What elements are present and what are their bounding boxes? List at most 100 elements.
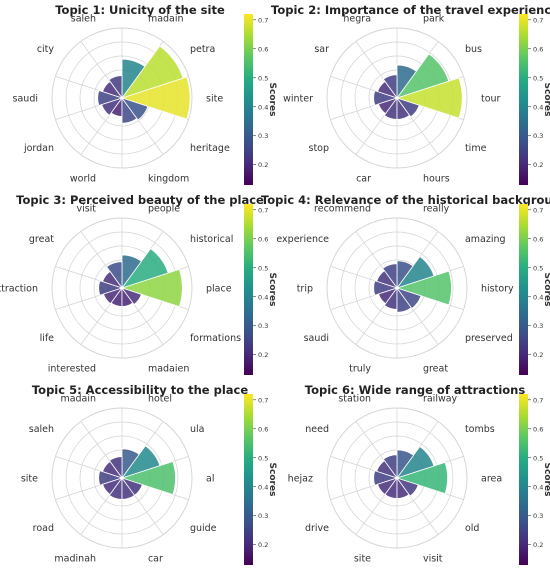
bar-saudi [97,89,124,107]
colorbar-tick-label: 0.7 [533,16,543,24]
colorbar-tick-label: 0.4 [258,483,268,491]
bar-tombs [395,445,435,479]
bar-attraction [98,280,124,296]
chart-title: Topic 5: Accessibility to the place [32,383,248,397]
colorbar-label: Scores [542,273,550,307]
category-label-attraction: attraction [0,284,38,295]
bar-site [120,76,191,120]
category-label-madain: madain [60,394,96,405]
category-label-madinah: madinah [54,553,96,564]
colorbar-tick-label: 0.3 [533,132,543,140]
bar-preserved [395,287,422,310]
chart-title: Topic 6: Wide range of attractions [305,383,526,397]
category-label-heritage: heritage [190,143,230,154]
bar-old [395,477,419,497]
bar-really [396,260,414,290]
chart-title: Topic 3: Perceived beauty of the place [16,193,264,207]
bar-recommend [382,263,398,290]
bar-guide [120,477,143,496]
colorbar-tick-label: 0.6 [533,425,543,433]
category-label-ula: ula [190,424,204,435]
category-label-hegra: hegra [343,14,371,25]
category-label-old: old [465,523,479,534]
bar-tour [395,77,463,119]
panel-topic-3: Topic 3: Perceived beauty of the place pl… [0,193,277,375]
bar-madain [121,58,146,100]
category-label-trip: trip [297,284,313,295]
category-label-recommend: recommend [314,204,371,215]
category-label-guide: guide [190,523,217,534]
colorbar-tick-label: 0.2 [258,541,268,549]
bar-trip [373,280,399,296]
category-label-hours: hours [423,173,450,184]
colorbar-label: Scores [267,463,277,497]
category-label-formations: formations [190,333,241,344]
chart-title: Topic 1: Unicity of the site [55,3,225,17]
colorbar-tick-label: 0.6 [533,235,543,243]
colorbar-tick-label: 0.6 [533,45,543,53]
bar-park [396,64,417,100]
bar-formations [120,287,142,306]
category-label-park: park [423,14,445,25]
category-label-kingdom: kingdom [148,173,189,184]
colorbar [519,204,528,375]
colorbar-tick-label: 0.6 [258,425,268,433]
category-label-car: car [148,553,163,564]
bar-hotel [121,448,140,480]
bar-railway [396,449,415,480]
category-label-visit: visit [76,204,96,215]
category-label-amazing: amazing [465,234,506,245]
colorbar-tick-label: 0.2 [533,161,543,169]
bar-area [395,461,448,495]
panel-topic-4: Topic 4: Relevance of the historical bac… [261,193,550,375]
bar-site [98,470,124,486]
category-label-interested: interested [48,363,96,374]
category-label-car: car [356,173,371,184]
category-label-people: people [148,204,180,215]
bar-amazing [395,255,435,289]
category-label-madaien: madaien [148,363,189,374]
panel-topic-6: Topic 6: Wide range of attractions area to… [288,383,550,565]
category-label-time: time [465,143,487,154]
colorbar [244,204,253,375]
category-label-area: area [481,474,502,485]
category-label-site: site [206,94,223,105]
category-label-preserved: preserved [465,333,513,344]
bar-winter [373,90,399,106]
panel-topic-1: Topic 1: Unicity of the site site petra mad… [13,3,277,185]
colorbar [244,394,253,565]
category-label-jordan: jordan [23,143,54,154]
colorbar-tick-label: 0.4 [533,483,543,491]
category-label-drive: drive [305,523,329,534]
colorbar-tick-label: 0.3 [258,512,268,520]
category-label-stop: stop [309,143,330,154]
category-label-road: road [33,523,54,534]
colorbar-tick-label: 0.4 [258,103,268,111]
category-label-tour: tour [481,94,501,105]
colorbar [244,14,253,185]
bar-historical [120,248,169,289]
category-label-railway: railway [423,394,458,405]
chart-title: Topic 2: Importance of the travel experi… [271,3,550,17]
colorbar-tick-label: 0.6 [258,235,268,243]
bar-ula [120,445,161,479]
colorbar-tick-label: 0.5 [533,74,543,82]
category-label-place: place [206,284,232,295]
bar-heritage [120,97,149,121]
bar-time [395,97,420,118]
panel-topic-5: Topic 5: Accessibility to the place al ula… [21,383,277,565]
bar-people [121,254,142,290]
category-label-tombs: tombs [465,424,495,435]
category-label-site: site [21,474,38,485]
colorbar-tick-label: 0.2 [258,161,268,169]
category-label-station: station [338,394,371,405]
bar-jordan [101,97,124,116]
category-label-historical: historical [190,234,233,245]
bar-madain [108,456,123,480]
bar-visit [106,261,123,290]
category-label-life: life [40,333,55,344]
colorbar-tick-label: 0.7 [258,206,268,214]
category-label-petra: petra [190,44,215,55]
colorbar-tick-label: 0.7 [258,16,268,24]
